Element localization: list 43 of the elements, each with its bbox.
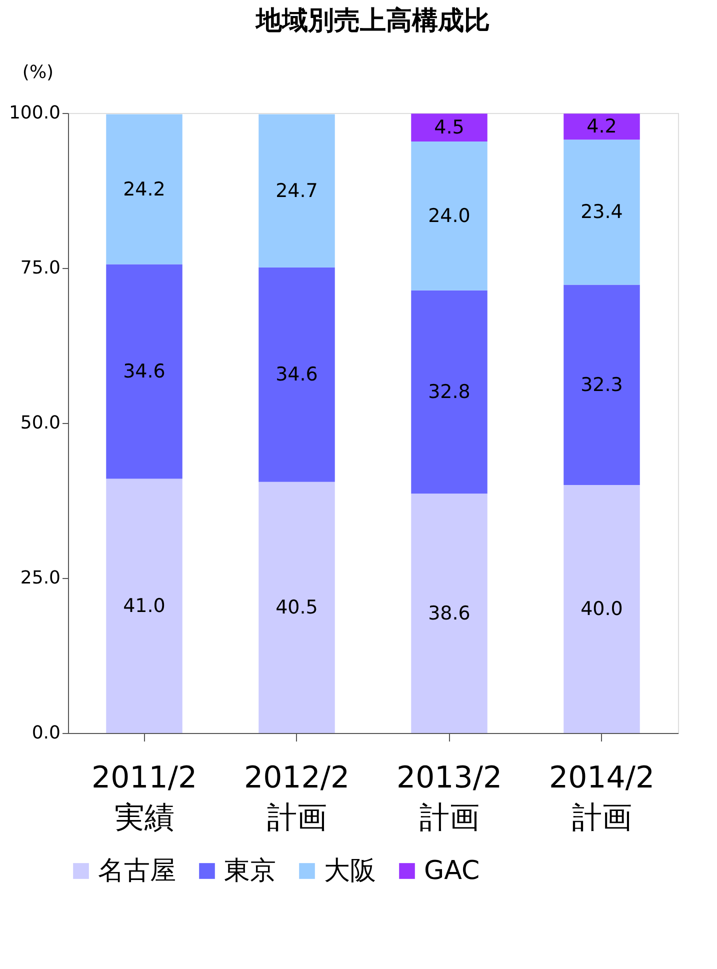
chart-title: 地域別売上高構成比: [255, 6, 490, 36]
bar: [564, 284, 640, 485]
bar: [411, 142, 488, 290]
legend-label: 名古屋: [98, 856, 176, 886]
bar: [411, 494, 488, 733]
bar: [564, 140, 640, 285]
x-tick-label: 2014/2 計画: [548, 760, 655, 836]
bar: [411, 114, 488, 142]
y-tick-label: 0.0: [32, 722, 60, 744]
data-label: 38.6: [428, 602, 470, 624]
data-label: 4.5: [434, 116, 464, 139]
legend-label: GAC: [424, 856, 480, 886]
bar: [411, 290, 488, 494]
data-label: 23.4: [580, 201, 623, 224]
bar: [258, 114, 335, 268]
data-label: 40.0: [580, 598, 623, 620]
x-tick-label: 2013/2 計画: [396, 760, 502, 836]
bar: [106, 264, 182, 479]
bar: [106, 478, 182, 733]
data-label: 41.0: [123, 594, 166, 617]
y-axis-title: (%): [22, 62, 54, 83]
legend-label: 大阪: [324, 856, 376, 886]
data-label: 40.5: [276, 596, 318, 618]
data-label: 24.0: [428, 204, 470, 227]
data-label: 24.7: [276, 180, 318, 202]
bar: [106, 114, 182, 264]
bar: [258, 267, 335, 482]
bar: [564, 114, 640, 140]
legend-label: 東京: [224, 856, 276, 886]
bar: [258, 482, 335, 733]
data-label: 34.6: [123, 360, 166, 383]
data-label: 24.2: [123, 178, 166, 200]
data-label: 4.2: [586, 116, 617, 138]
x-tick-label: 2012/2 計画: [244, 760, 350, 836]
data-label: 32.8: [428, 381, 470, 403]
data-label: 34.6: [276, 364, 318, 386]
bar: [564, 485, 640, 733]
x-tick-label: 2011/2 実績: [91, 760, 198, 836]
y-tick-label: 100.0: [8, 102, 60, 124]
y-tick-label: 75.0: [20, 258, 60, 278]
y-tick-label: 50.0: [20, 412, 60, 434]
data-label: 32.3: [580, 374, 623, 396]
y-tick-label: 25.0: [20, 568, 60, 588]
